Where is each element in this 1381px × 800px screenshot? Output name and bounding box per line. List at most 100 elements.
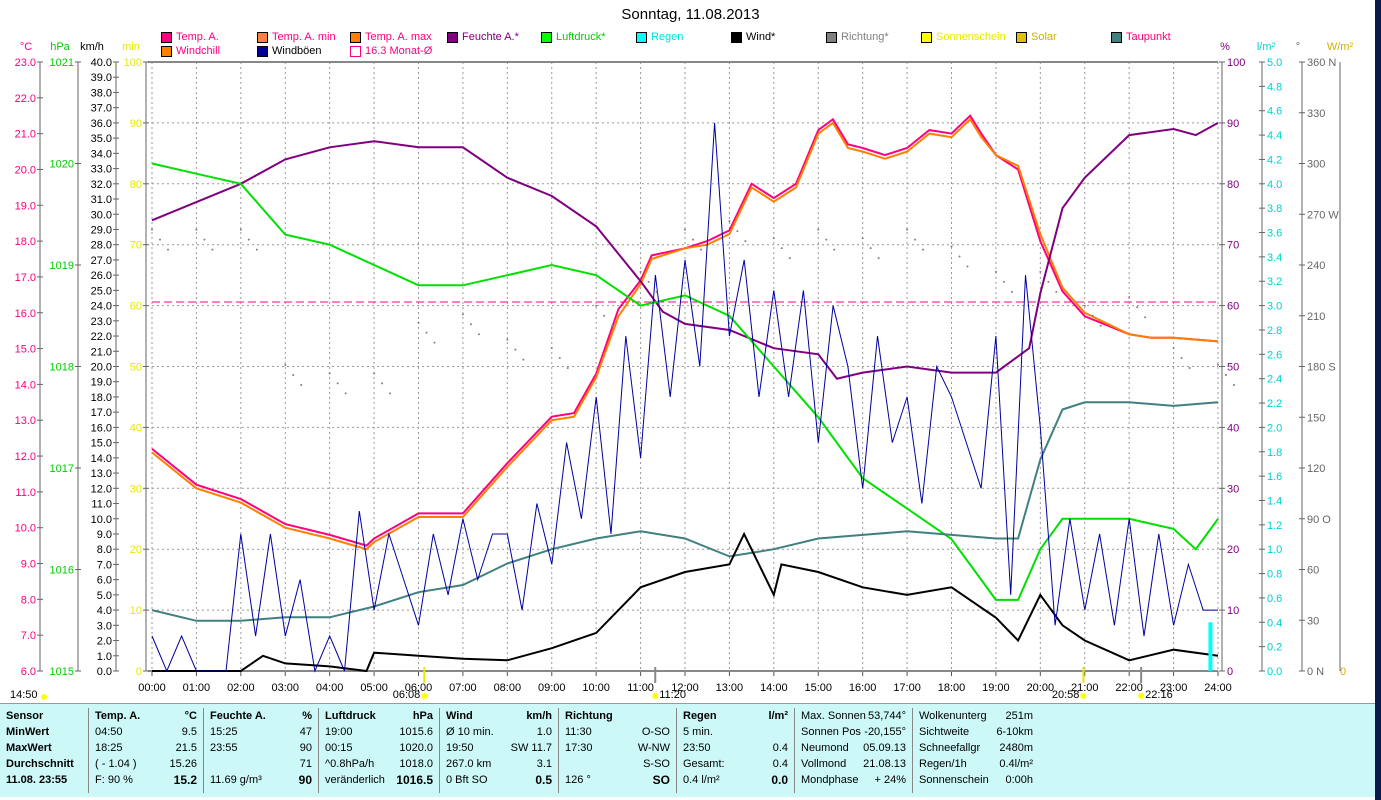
legend-swatch-icon bbox=[350, 45, 361, 57]
direction-axis-label: 90 O bbox=[1307, 514, 1331, 526]
stats-column: Wolkenunterg 251m Sichtweite 6-10km Schneefa… bbox=[913, 708, 1039, 793]
direction-point bbox=[461, 313, 464, 316]
temp-axis-label: 18.0 bbox=[15, 236, 36, 248]
stats-value: 3.1 bbox=[536, 758, 552, 770]
stats-value: l/m² bbox=[768, 710, 788, 722]
rain-axis-label: 0.2 bbox=[1267, 642, 1282, 654]
legend-item[interactable]: Temp. A. max bbox=[350, 31, 432, 43]
legend-item[interactable]: Solar bbox=[1016, 31, 1057, 43]
humidity-axis-label: 70 bbox=[1227, 240, 1239, 252]
legend-item[interactable]: Luftdruck* bbox=[541, 31, 606, 43]
sunrise-icon bbox=[421, 693, 428, 699]
stats-label: Gesamt: bbox=[683, 758, 725, 770]
stats-row: Mondphase + 24% bbox=[795, 772, 912, 788]
stats-label: Regen bbox=[683, 710, 717, 722]
temp-axis-label: 20.0 bbox=[15, 164, 36, 176]
stats-value: 2480m bbox=[999, 742, 1033, 754]
rain-axis-label: 0.8 bbox=[1267, 569, 1282, 581]
stats-row: MinWert bbox=[0, 724, 88, 740]
stats-label: Wind bbox=[446, 710, 473, 722]
rain-axis-label: 3.4 bbox=[1267, 252, 1282, 264]
legend-item[interactable]: Sonnenschein bbox=[921, 31, 1006, 43]
direction-point bbox=[373, 372, 376, 375]
legend-swatch-icon bbox=[350, 31, 361, 43]
rain-axis-label: 0.4 bbox=[1267, 617, 1282, 629]
wind-axis-label: 38.0 bbox=[91, 87, 112, 99]
stats-header: Sensor bbox=[0, 708, 88, 724]
stats-value: 21.08.13 bbox=[863, 758, 906, 770]
stats-label: 19:50 bbox=[446, 742, 474, 754]
stats-value: 6-10km bbox=[996, 726, 1033, 738]
legend-item[interactable]: Temp. A. min bbox=[257, 31, 336, 43]
stats-row: S-SO bbox=[559, 756, 676, 772]
humidity-axis-label: 80 bbox=[1227, 179, 1239, 191]
x-tick-label: 17:00 bbox=[893, 682, 921, 694]
direction-point bbox=[550, 347, 553, 350]
wind-axis-label: 24.0 bbox=[91, 301, 112, 313]
stats-row: 5 min. bbox=[677, 724, 794, 740]
wind-axis-label: 28.0 bbox=[91, 240, 112, 252]
direction-point bbox=[728, 220, 731, 223]
legend-item[interactable]: Wind* bbox=[731, 31, 775, 43]
wind-axis-label: 5.0 bbox=[97, 590, 112, 602]
legend-item[interactable]: Richtung* bbox=[826, 31, 889, 43]
temp-axis-label: 16.0 bbox=[15, 308, 36, 320]
stats-label: Mondphase bbox=[801, 774, 859, 786]
legend-swatch-icon bbox=[447, 31, 458, 43]
stats-value: 0.0 bbox=[771, 773, 788, 787]
stats-label: 267.0 km bbox=[446, 758, 492, 770]
sun-axis-label: 100 bbox=[124, 57, 142, 69]
stats-label: Temp. A. bbox=[95, 710, 141, 722]
direction-point bbox=[1002, 280, 1005, 283]
wind-axis-label: 21.0 bbox=[91, 346, 112, 358]
marker-label: 14:50 bbox=[10, 689, 38, 701]
stats-column: Temp. A. °C 04:50 9.5 18:25 21.5 ( - 1.04 ) 15.… bbox=[89, 708, 204, 793]
temp-axis-label: 6.0 bbox=[21, 666, 36, 678]
sun-unit-label: min bbox=[122, 41, 140, 53]
x-tick-label: 19:00 bbox=[982, 682, 1010, 694]
legend-swatch-icon bbox=[1016, 31, 1027, 43]
stats-header: Feuchte A.% bbox=[204, 708, 318, 724]
legend-item[interactable]: Regen bbox=[636, 31, 683, 43]
legend-item[interactable]: Taupunkt bbox=[1111, 31, 1171, 43]
stats-value: + 24% bbox=[874, 774, 907, 786]
legend-item[interactable]: Temp. A. bbox=[161, 31, 219, 43]
temp-axis-label: 17.0 bbox=[15, 272, 36, 284]
legend-item[interactable]: Feuchte A.* bbox=[447, 31, 519, 43]
temp-axis-label: 10.0 bbox=[15, 523, 36, 535]
sun-axis-label: 10 bbox=[130, 605, 142, 617]
stats-value: -20,155° bbox=[864, 726, 906, 738]
stats-value: SW 11.7 bbox=[510, 742, 552, 754]
legend-swatch-icon bbox=[1111, 31, 1122, 43]
legend-item[interactable]: 16.3 Monat-Ø bbox=[350, 45, 432, 57]
stats-column: Richtung 11:30 O-SO 17:30 W-NW S-SO 126 ° SO bbox=[559, 708, 677, 793]
temp-axis-label: 9.0 bbox=[21, 559, 36, 571]
stats-row: 23:55 90 bbox=[204, 740, 318, 756]
direction-point bbox=[744, 240, 747, 243]
stats-label: F: 90 % bbox=[95, 774, 133, 786]
stats-value: W-NW bbox=[637, 742, 670, 754]
x-tick-label: 18:00 bbox=[938, 682, 966, 694]
legend-item[interactable]: Windböen bbox=[257, 45, 322, 57]
rain-axis-label: 1.6 bbox=[1267, 471, 1282, 483]
stats-row: MaxWert bbox=[0, 740, 88, 756]
wind-axis-label: 33.0 bbox=[91, 164, 112, 176]
humidity-axis-label: 10 bbox=[1227, 605, 1239, 617]
direction-point bbox=[692, 238, 694, 241]
window-edge bbox=[1375, 0, 1381, 800]
x-tick-label: 24:00 bbox=[1204, 682, 1232, 694]
stats-label: 11:30 bbox=[565, 726, 592, 738]
weather-chart: 00:00 01:00 02:00 03:00 04:00 05:00 06:00 07:00… bbox=[10, 41, 1353, 701]
direction-point bbox=[994, 270, 997, 273]
wind-axis-label: 7.0 bbox=[97, 559, 112, 571]
direction-point bbox=[950, 245, 953, 248]
rain-axis-label: 3.0 bbox=[1267, 301, 1282, 313]
direction-point bbox=[239, 228, 242, 231]
direction-point bbox=[514, 348, 517, 351]
pressure-axis-label: 1019 bbox=[50, 260, 74, 272]
legend-swatch-icon bbox=[541, 31, 552, 43]
legend-item[interactable]: Windchill bbox=[161, 45, 220, 57]
pressure-axis-label: 1020 bbox=[50, 159, 74, 171]
rain-axis-label: 3.6 bbox=[1267, 228, 1282, 240]
direction-unit-label: ° bbox=[1296, 41, 1300, 53]
